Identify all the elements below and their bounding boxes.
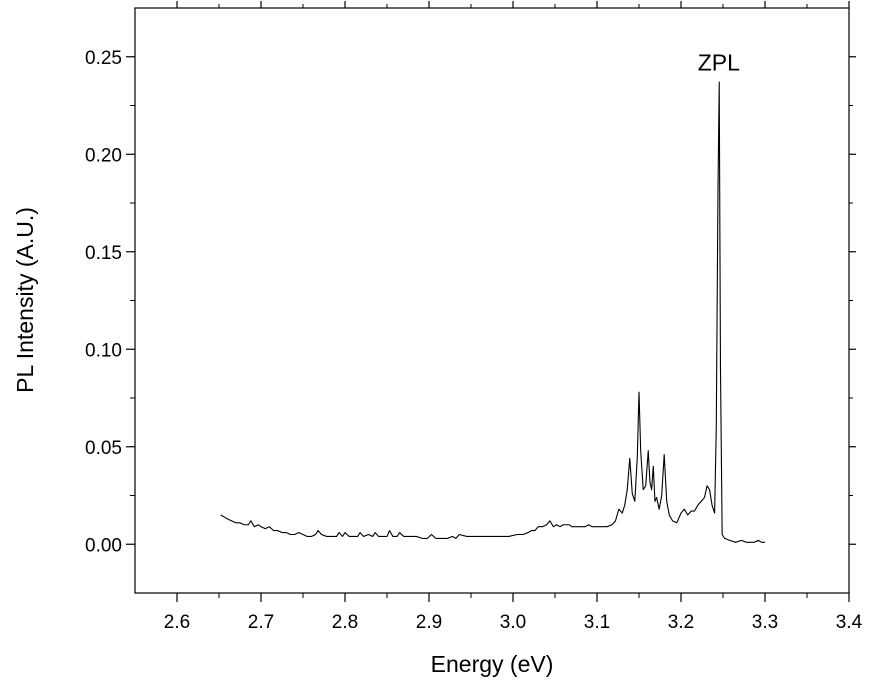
x-tick-label: 2.9	[416, 612, 442, 633]
series-layer	[220, 81, 765, 543]
y-tick-label: 0.15	[85, 243, 122, 264]
x-axis-ticks: 2.6 2.7 2.8 2.9 3.0 3.1 3.2 3.3 3.4	[164, 1, 863, 633]
y-axis-ticks: 0.00 0.05 0.10 0.15 0.20 0.25	[85, 48, 856, 556]
y-tick-label: 0.25	[85, 48, 122, 69]
x-tick-label: 3.2	[668, 612, 694, 633]
y-tick-label: 0.00	[85, 535, 122, 556]
spectrum-line	[220, 81, 765, 543]
x-tick-label: 3.4	[836, 612, 863, 633]
zpl-annotation: ZPL	[698, 49, 740, 75]
y-axis-title: PL Intensity (A.U.)	[12, 207, 38, 393]
x-tick-label: 2.6	[164, 612, 190, 633]
y-tick-label: 0.20	[85, 145, 122, 166]
y-tick-label: 0.10	[85, 340, 122, 361]
x-axis-title: Energy (eV)	[431, 651, 554, 677]
x-tick-label: 3.3	[752, 612, 778, 633]
y-tick-label: 0.05	[85, 438, 122, 459]
x-tick-label: 3.1	[584, 612, 610, 633]
x-tick-label: 2.8	[332, 612, 358, 633]
x-tick-label: 3.0	[500, 612, 526, 633]
plot-frame	[134, 7, 850, 594]
x-tick-label: 2.7	[248, 612, 274, 633]
